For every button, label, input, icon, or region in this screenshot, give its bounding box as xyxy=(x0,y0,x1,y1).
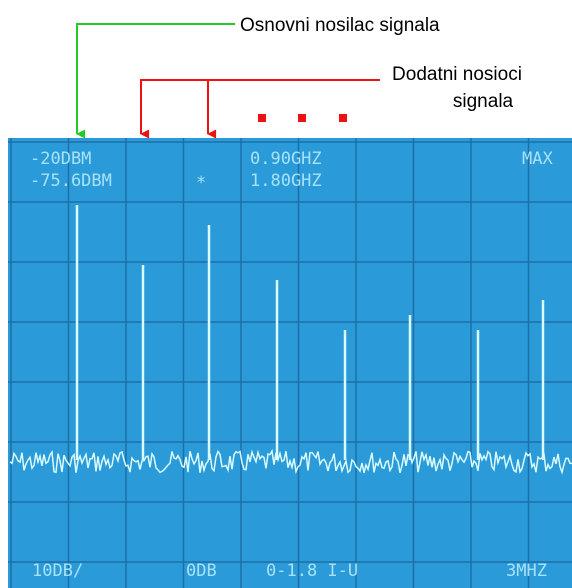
bandwidth: 3MHZ xyxy=(506,561,547,581)
range: 0-1.8 I-U xyxy=(266,561,358,581)
main-carrier-label: Osnovni nosilac signala xyxy=(240,15,440,36)
attenuation: 0DB xyxy=(186,561,217,581)
green-arrow xyxy=(76,23,235,139)
extra-carriers-label: signala xyxy=(453,91,514,112)
analyzer-screen xyxy=(8,138,572,588)
scale: 10DB/ xyxy=(32,561,83,581)
red-arrow xyxy=(140,79,380,139)
marker-symbol: * xyxy=(196,173,206,193)
span-freq: 1.80GHZ xyxy=(250,171,322,191)
extra-carriers-label: Dodatni nosioci xyxy=(392,64,522,85)
spectral-lines xyxy=(75,205,545,460)
dot xyxy=(258,114,266,122)
dot xyxy=(339,114,347,122)
ref-level: -20DBM xyxy=(30,149,91,169)
noise-floor xyxy=(9,448,572,475)
center-freq: 0.90GHZ xyxy=(250,149,322,169)
screen-grid xyxy=(8,138,572,588)
dot xyxy=(298,114,306,122)
mode: MAX xyxy=(522,149,553,169)
marker-level: -75.6DBM xyxy=(30,171,112,191)
